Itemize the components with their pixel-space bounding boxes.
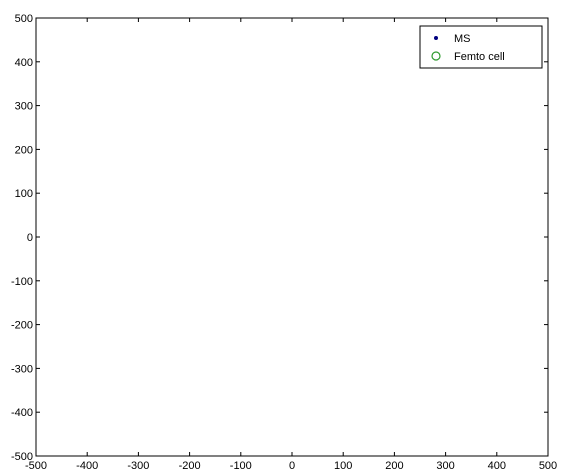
y-tick-label: 200 xyxy=(15,144,33,156)
x-tick-label: 300 xyxy=(436,460,454,472)
y-tick-label: -100 xyxy=(11,276,33,288)
legend: MS Femto cell xyxy=(419,25,543,69)
y-tick-label: 400 xyxy=(15,57,33,69)
y-tick-label: -300 xyxy=(11,363,33,375)
x-tick-label: -200 xyxy=(179,460,201,472)
x-tick-label: 500 xyxy=(539,460,557,472)
x-tick-label: 0 xyxy=(289,460,295,472)
axes: -500 -400 -300 -200 -100 0 100 200 300 400 500 -500… xyxy=(11,13,557,472)
y-tick-label: 500 xyxy=(15,13,33,25)
y-tick-label: 0 xyxy=(27,232,33,244)
legend-label: MS xyxy=(454,33,471,45)
legend-marker-femto xyxy=(431,51,441,61)
x-tick-label: -300 xyxy=(127,460,149,472)
x-tick-label: 200 xyxy=(385,460,403,472)
x-tick-label: 400 xyxy=(488,460,506,472)
y-tick-label: -400 xyxy=(11,407,33,419)
axes-box xyxy=(35,17,549,457)
y-tick-label: -200 xyxy=(11,320,33,332)
y-tick-label: 100 xyxy=(15,188,33,200)
x-tick-label: -100 xyxy=(230,460,252,472)
legend-label: Femto cell xyxy=(454,51,505,63)
x-tick-label: 100 xyxy=(334,460,352,472)
legend-box xyxy=(419,25,543,69)
y-tick-label: -500 xyxy=(11,451,33,463)
legend-marker-ms xyxy=(434,36,438,40)
x-tick-label: -500 xyxy=(25,460,47,472)
y-tick-label: 300 xyxy=(15,101,33,113)
x-tick-label: -400 xyxy=(76,460,98,472)
